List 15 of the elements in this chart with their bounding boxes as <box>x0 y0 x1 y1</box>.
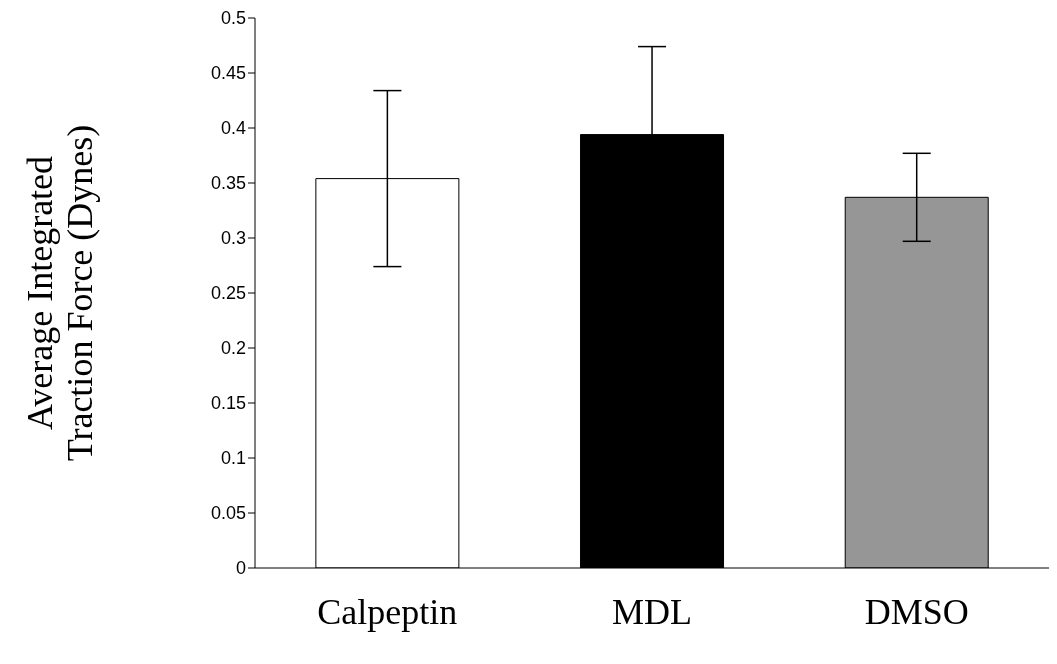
y-tick-label: 0.15 <box>210 393 246 414</box>
y-tick-label: 0 <box>235 558 246 579</box>
x-tick-label: MDL <box>612 591 692 632</box>
y-tick-label: 0.5 <box>220 8 246 29</box>
y-tick-label: 0.2 <box>220 338 246 359</box>
y-tick-label: 0.45 <box>210 63 246 84</box>
y-axis-title: Average Integrated Traction Force (Dynes) <box>20 124 100 462</box>
x-tick-label: Calpeptin <box>317 591 458 632</box>
y-tick-label: 0.3 <box>220 228 246 249</box>
y-tick-label: 0.35 <box>210 173 246 194</box>
y-tick-label: 0.4 <box>220 118 246 139</box>
y-tick-label: 0.25 <box>210 283 246 304</box>
y-tick-label: 0.1 <box>220 448 246 469</box>
y-tick-label: 0.05 <box>210 503 246 524</box>
x-tick-label: DMSO <box>864 591 969 632</box>
